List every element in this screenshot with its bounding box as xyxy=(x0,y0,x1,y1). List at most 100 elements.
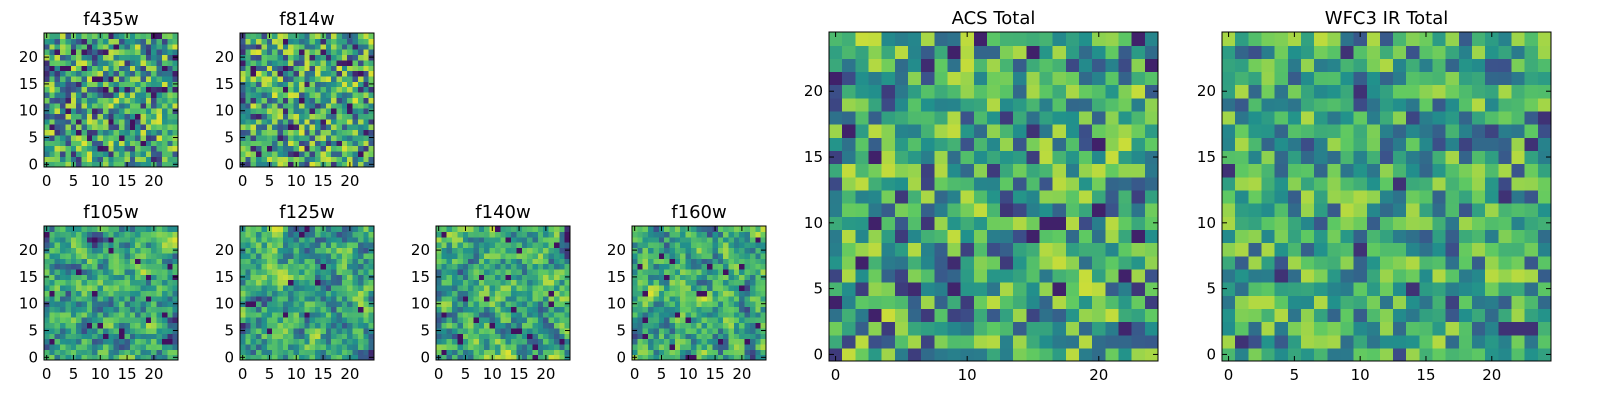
heatmap-cell xyxy=(1118,97,1133,112)
heatmap-cell xyxy=(733,338,740,345)
heatmap-cell xyxy=(151,43,158,50)
heatmap-cell xyxy=(256,54,263,61)
heatmap-cell xyxy=(293,322,300,329)
heatmap-cell xyxy=(352,327,359,334)
heatmap-cell xyxy=(92,134,99,141)
heatmap-cell xyxy=(298,102,305,109)
heatmap-cell xyxy=(113,322,120,329)
heatmap-cell xyxy=(167,38,174,45)
heatmap-cell xyxy=(347,317,354,324)
heatmap-cell xyxy=(315,247,321,254)
heatmap-cell xyxy=(272,102,279,109)
heatmap-cell xyxy=(1105,150,1120,165)
heatmap-cell xyxy=(484,354,491,361)
heatmap-cell xyxy=(489,295,496,302)
heatmap-cell xyxy=(1092,45,1106,59)
heatmap-cell xyxy=(1013,150,1027,165)
heatmap-cell xyxy=(140,268,147,275)
heatmap-cell xyxy=(320,59,327,66)
heatmap-cell xyxy=(1118,295,1133,309)
heatmap-cell xyxy=(92,301,99,307)
heatmap-cell xyxy=(352,150,359,157)
heatmap-cell xyxy=(744,274,751,281)
heatmap-cell xyxy=(452,317,459,324)
heatmap-cell xyxy=(70,65,77,72)
heatmap-cell xyxy=(256,284,263,291)
heatmap-cell xyxy=(363,118,370,125)
heatmap-cell xyxy=(102,242,109,249)
heatmap-cell xyxy=(436,231,442,238)
heatmap-cell xyxy=(1393,189,1407,204)
heatmap-cell xyxy=(680,226,687,232)
heatmap-cell xyxy=(696,258,703,265)
heatmap-cell xyxy=(1000,45,1014,59)
heatmap-cell xyxy=(1144,150,1159,165)
heatmap-cell xyxy=(331,102,338,109)
heatmap-cell xyxy=(829,32,843,46)
heatmap-cell xyxy=(632,263,638,270)
heatmap-cell xyxy=(553,242,560,249)
heatmap-cell xyxy=(151,134,158,141)
heatmap-cell xyxy=(293,338,300,345)
heatmap-cell xyxy=(86,140,93,147)
heatmap-cell xyxy=(140,124,147,131)
heatmap-cell xyxy=(712,268,719,275)
heatmap-cell xyxy=(325,274,332,281)
heatmap-cell xyxy=(172,129,179,136)
heatmap-cell xyxy=(60,33,67,39)
heatmap-cell xyxy=(309,140,316,147)
heatmap-cell xyxy=(256,290,263,297)
heatmap-cell xyxy=(1026,84,1041,99)
heatmap-cell xyxy=(658,322,665,329)
heatmap-cell xyxy=(108,301,115,307)
heatmap-cell xyxy=(1052,242,1067,257)
heatmap-cell xyxy=(282,113,289,120)
heatmap-cell xyxy=(637,258,644,265)
heatmap-cell xyxy=(172,236,179,243)
heatmap-cell xyxy=(1092,137,1106,152)
heatmap-cell xyxy=(712,252,719,259)
heatmap-cell xyxy=(129,322,136,329)
heatmap-cell xyxy=(102,129,109,136)
heatmap-cell xyxy=(674,306,681,313)
heatmap-cell xyxy=(1261,334,1276,349)
heatmap-cell xyxy=(1379,150,1394,165)
heatmap-cell xyxy=(973,176,988,191)
heatmap-cell xyxy=(1248,216,1263,230)
heatmap-cell xyxy=(368,124,375,131)
heatmap-cell xyxy=(441,322,448,329)
heatmap-cell xyxy=(320,327,327,334)
heatmap-cell xyxy=(436,333,442,340)
heatmap-cell xyxy=(478,295,485,302)
heatmap-cell xyxy=(167,301,174,307)
heatmap-cell xyxy=(145,129,152,136)
heatmap-cell xyxy=(357,295,364,302)
heatmap-cell xyxy=(49,354,56,361)
heatmap-cell xyxy=(108,343,115,350)
heatmap-cell xyxy=(86,301,93,307)
heatmap-cell xyxy=(1511,347,1526,362)
heatmap-cell xyxy=(1458,321,1473,336)
heatmap-cell xyxy=(108,108,115,114)
heatmap-cell xyxy=(1393,203,1407,217)
heatmap-cell xyxy=(245,140,252,147)
heatmap-cell xyxy=(54,113,61,120)
y-tick-label: 10 xyxy=(19,102,38,120)
heatmap-cell xyxy=(331,145,338,152)
heatmap-cell xyxy=(1340,347,1355,362)
heatmap-cell xyxy=(70,129,77,136)
heatmap-cell xyxy=(145,258,152,265)
heatmap-cell xyxy=(500,311,507,318)
heatmap-cell xyxy=(347,59,354,66)
heatmap-cell xyxy=(250,113,257,120)
heatmap-cell xyxy=(707,349,713,356)
heatmap-cell xyxy=(894,32,909,46)
heatmap-cell xyxy=(140,349,147,356)
heatmap-cell xyxy=(331,134,338,141)
heatmap-cell xyxy=(1366,203,1381,217)
heatmap-cell xyxy=(140,65,147,72)
heatmap-cell xyxy=(250,140,257,147)
heatmap-cell xyxy=(60,140,67,147)
heatmap-cell xyxy=(744,354,751,361)
heatmap-cell xyxy=(648,333,655,340)
